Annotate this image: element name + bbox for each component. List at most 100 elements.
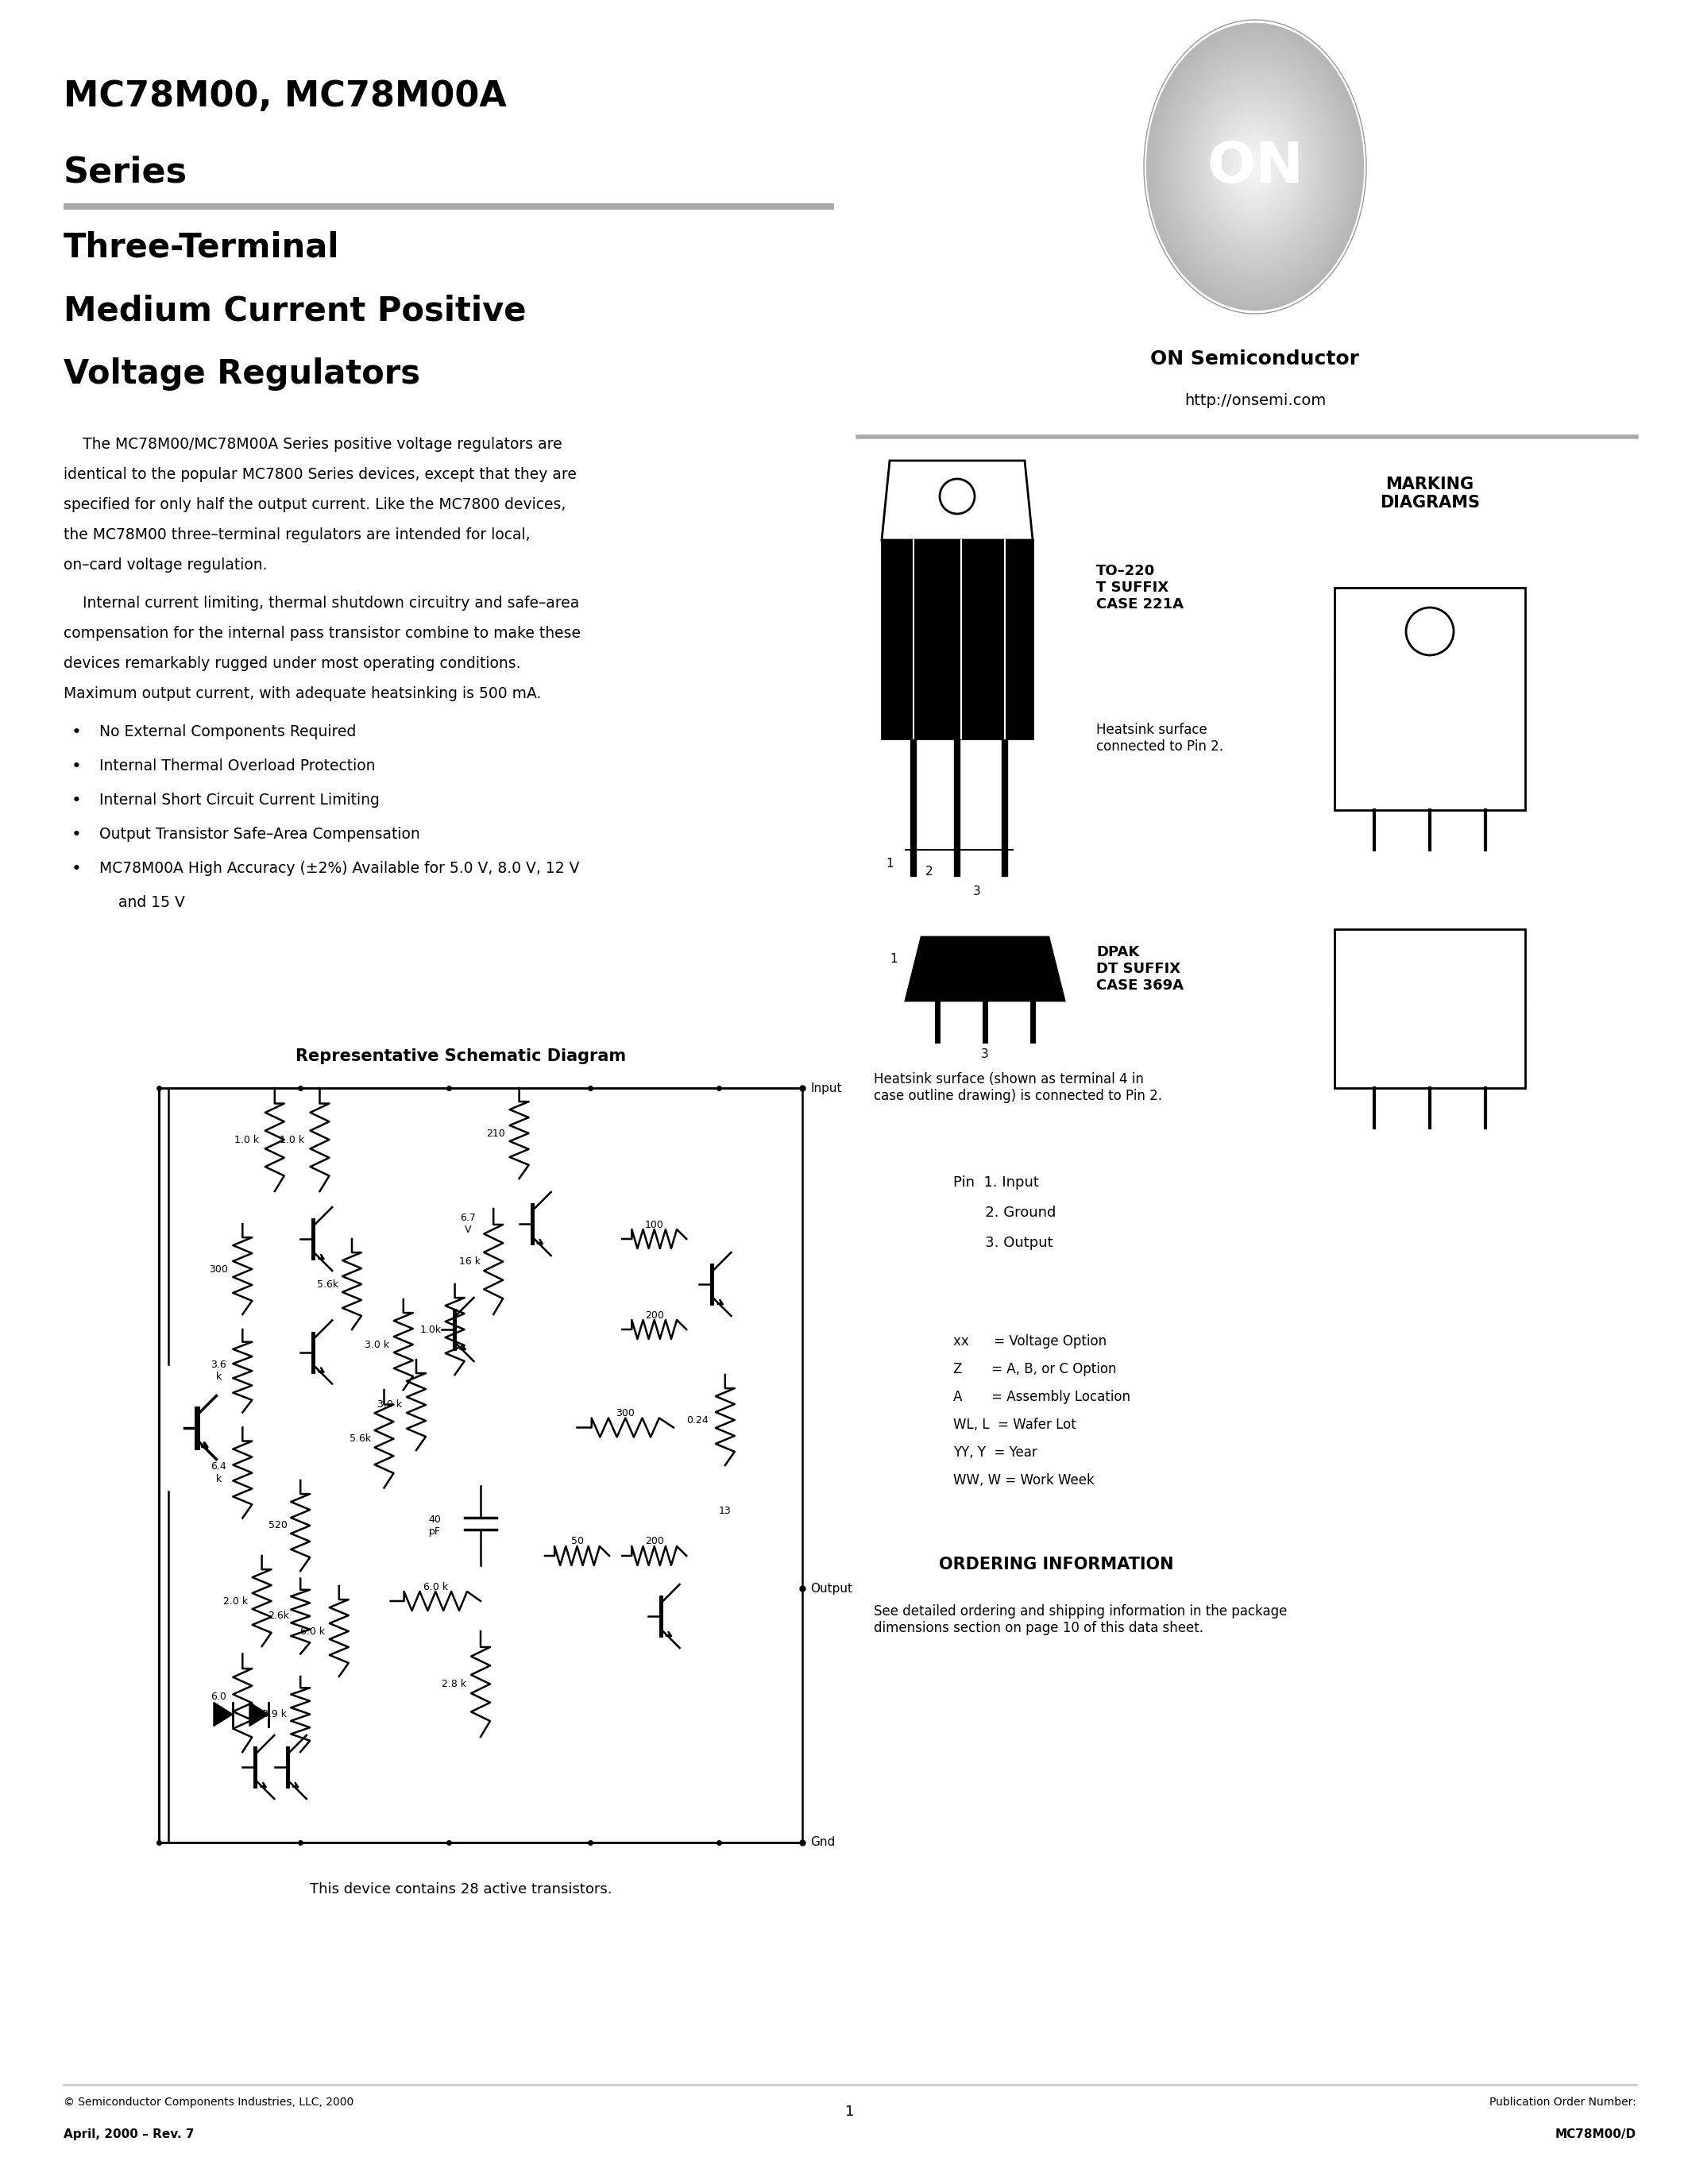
Ellipse shape	[1237, 144, 1273, 190]
Text: 3: 3	[981, 1048, 989, 1059]
Text: Representative Schematic Diagram: Representative Schematic Diagram	[295, 1048, 626, 1064]
Text: 1.0k: 1.0k	[420, 1324, 442, 1334]
Ellipse shape	[1210, 107, 1300, 227]
Text: 6.0
k: 6.0 k	[211, 1693, 226, 1714]
Text: 3.0 k: 3.0 k	[378, 1400, 402, 1411]
Text: 2.6k: 2.6k	[267, 1612, 289, 1621]
Text: Internal Thermal Overload Protection: Internal Thermal Overload Protection	[100, 758, 375, 773]
Text: Gnd: Gnd	[810, 1837, 836, 1848]
Text: 300: 300	[616, 1409, 635, 1417]
Text: MC78M00A High Accuracy (±2%) Available for 5.0 V, 8.0 V, 12 V: MC78M00A High Accuracy (±2%) Available f…	[100, 860, 579, 876]
Polygon shape	[905, 937, 1065, 1000]
Text: MC78M00, MC78M00A: MC78M00, MC78M00A	[64, 79, 506, 114]
Text: 100: 100	[645, 1219, 663, 1230]
Text: 78MxxZT: 78MxxZT	[1399, 727, 1460, 738]
Text: ALYWW: ALYWW	[1404, 1042, 1455, 1055]
Text: Internal Short Circuit Current Limiting: Internal Short Circuit Current Limiting	[100, 793, 380, 808]
Text: http://onsemi.com: http://onsemi.com	[1185, 393, 1325, 408]
Text: 1: 1	[846, 2105, 854, 2118]
Polygon shape	[250, 1701, 268, 1725]
Text: 2: 2	[925, 865, 933, 878]
Ellipse shape	[1190, 81, 1320, 253]
Text: 2.8 k: 2.8 k	[442, 1679, 466, 1688]
Ellipse shape	[1207, 103, 1303, 232]
Text: identical to the popular MC7800 Series devices, except that they are: identical to the popular MC7800 Series d…	[64, 467, 577, 483]
Ellipse shape	[1193, 85, 1317, 249]
Text: specified for only half the output current. Like the MC7800 devices,: specified for only half the output curre…	[64, 498, 565, 513]
Bar	[1335, 587, 1526, 810]
Text: 3. Output: 3. Output	[954, 1236, 1053, 1249]
Text: MARKING
DIAGRAMS: MARKING DIAGRAMS	[1379, 476, 1480, 511]
Text: •: •	[71, 758, 81, 775]
Text: 520: 520	[268, 1520, 287, 1531]
Ellipse shape	[1180, 68, 1330, 266]
Text: Voltage Regulators: Voltage Regulators	[64, 358, 420, 391]
Text: ON: ON	[1207, 140, 1303, 194]
Text: 2.0 k: 2.0 k	[223, 1597, 248, 1605]
Text: •: •	[71, 828, 81, 843]
Text: WL, L  = Wafer Lot: WL, L = Wafer Lot	[954, 1417, 1077, 1433]
Ellipse shape	[1244, 153, 1266, 181]
Ellipse shape	[1200, 94, 1310, 240]
Ellipse shape	[1231, 133, 1280, 199]
Text: © Semiconductor Components Industries, LLC, 2000: © Semiconductor Components Industries, L…	[64, 2097, 354, 2108]
Ellipse shape	[1217, 116, 1293, 216]
Text: 1.0 k: 1.0 k	[235, 1133, 260, 1144]
Ellipse shape	[1214, 111, 1296, 221]
Text: MC: MC	[1420, 688, 1440, 699]
Ellipse shape	[1224, 124, 1286, 207]
Text: ALYWW: ALYWW	[1404, 767, 1455, 778]
Text: Output Transistor Safe–Area Compensation: Output Transistor Safe–Area Compensation	[100, 828, 420, 841]
Text: 1.0 k: 1.0 k	[280, 1133, 304, 1144]
Text: 200: 200	[645, 1310, 663, 1321]
Text: 3.9 k: 3.9 k	[262, 1710, 287, 1719]
Ellipse shape	[1166, 50, 1344, 284]
Bar	[881, 539, 1033, 738]
Ellipse shape	[1183, 72, 1327, 262]
Text: 3.6
k: 3.6 k	[211, 1361, 226, 1382]
Text: ORDERING INFORMATION: ORDERING INFORMATION	[939, 1557, 1173, 1572]
Text: DPAK
DT SUFFIX
CASE 369A: DPAK DT SUFFIX CASE 369A	[1096, 946, 1183, 992]
Ellipse shape	[1160, 41, 1350, 293]
Text: 300: 300	[209, 1265, 228, 1273]
Polygon shape	[214, 1701, 233, 1725]
Text: Series: Series	[64, 155, 187, 190]
Text: and 15 V: and 15 V	[100, 895, 186, 911]
Ellipse shape	[1220, 120, 1290, 212]
Ellipse shape	[1153, 33, 1357, 301]
Ellipse shape	[1146, 22, 1364, 310]
Text: See detailed ordering and shipping information in the package
dimensions section: See detailed ordering and shipping infor…	[874, 1605, 1288, 1636]
Text: 3.0 k: 3.0 k	[365, 1339, 390, 1350]
Text: Internal current limiting, thermal shutdown circuitry and safe–area: Internal current limiting, thermal shutd…	[64, 596, 579, 612]
Bar	[159, 1088, 802, 1843]
Ellipse shape	[1170, 55, 1340, 280]
Bar	[1335, 928, 1526, 1088]
Circle shape	[940, 478, 974, 513]
Text: Output: Output	[810, 1583, 852, 1594]
Text: MC78M00/D: MC78M00/D	[1555, 2129, 1636, 2140]
Text: •: •	[71, 860, 81, 876]
Ellipse shape	[1241, 149, 1269, 186]
Text: 6.4
k: 6.4 k	[211, 1461, 226, 1483]
Text: 1: 1	[886, 858, 893, 869]
Text: YY, Y  = Year: YY, Y = Year	[954, 1446, 1036, 1459]
Text: Pin  1. Input: Pin 1. Input	[954, 1175, 1038, 1190]
Text: 2. Ground: 2. Ground	[954, 1206, 1057, 1221]
Text: 1: 1	[890, 952, 898, 965]
Text: A       = Assembly Location: A = Assembly Location	[954, 1389, 1131, 1404]
Text: the MC78M00 three–terminal regulators are intended for local,: the MC78M00 three–terminal regulators ar…	[64, 526, 530, 542]
Text: Three-Terminal: Three-Terminal	[64, 229, 339, 264]
Text: Input: Input	[810, 1081, 842, 1094]
Text: •: •	[71, 725, 81, 740]
Text: Heatsink surface
connected to Pin 2.: Heatsink surface connected to Pin 2.	[1096, 723, 1224, 753]
Text: 8MxxZ: 8MxxZ	[1408, 963, 1452, 974]
Ellipse shape	[1173, 59, 1337, 275]
Ellipse shape	[1163, 46, 1347, 288]
Ellipse shape	[1177, 63, 1334, 271]
Text: devices remarkably rugged under most operating conditions.: devices remarkably rugged under most ope…	[64, 655, 520, 670]
Ellipse shape	[1156, 37, 1354, 297]
Ellipse shape	[1150, 26, 1361, 306]
Text: 6.0 k: 6.0 k	[300, 1627, 326, 1636]
Text: TO–220
T SUFFIX
CASE 221A: TO–220 T SUFFIX CASE 221A	[1096, 563, 1183, 612]
Text: 16 k: 16 k	[459, 1256, 481, 1267]
